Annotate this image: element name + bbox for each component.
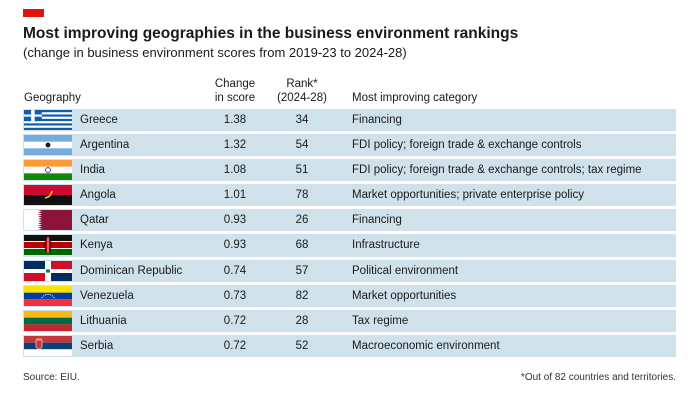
geography-cell: Angola xyxy=(80,189,116,202)
serbia-flag-icon xyxy=(24,335,72,356)
category-cell: FDI policy; foreign trade & exchange con… xyxy=(352,139,582,152)
table-row: Dominican Republic 0.74 57 Political enviro… xyxy=(23,259,676,282)
table-row: Angola 1.01 78 Market opportunities; privat… xyxy=(23,184,676,207)
geography-cell: Qatar xyxy=(80,214,109,227)
lithuania-flag-icon xyxy=(24,310,72,331)
table-row: India 1.08 51 FDI policy; foreign trade & e… xyxy=(23,159,676,182)
geography-cell: Dominican Republic xyxy=(80,264,183,277)
header-change-line1: Change xyxy=(214,78,256,90)
rank-cell: 78 xyxy=(295,189,309,202)
table-row: Kenya 0.93 68 Infrastructure xyxy=(23,234,676,257)
category-cell: FDI policy; foreign trade & exchange con… xyxy=(352,164,642,177)
change-cell: 1.32 xyxy=(223,139,247,152)
table-row: Venezuela 0.73 82 Market opportunities xyxy=(23,284,676,307)
table-row: Argentina 1.32 54 FDI policy; foreign trade… xyxy=(23,134,676,157)
header-category: Most improving category xyxy=(352,92,478,104)
india-flag-icon xyxy=(24,160,72,181)
argentina-flag-icon xyxy=(24,135,72,156)
rank-cell: 54 xyxy=(295,139,309,152)
header-change: Change in score xyxy=(200,77,270,105)
category-cell: Political environment xyxy=(352,264,459,277)
rank-cell: 28 xyxy=(295,314,309,327)
change-cell: 0.72 xyxy=(223,339,247,352)
geography-cell: Kenya xyxy=(80,239,113,252)
header-rank-line2: (2024-28) xyxy=(277,92,327,104)
chart-title: Most improving geographies in the busine… xyxy=(23,25,519,42)
table-row: Greece 1.38 34 Financing xyxy=(23,109,676,132)
accent-bar xyxy=(23,9,44,17)
dominican-republic-flag-icon xyxy=(24,260,72,281)
header-geography: Geography xyxy=(24,92,81,104)
table-row: Lithuania 0.72 28 Tax regime xyxy=(23,309,676,332)
rankings-table: Greece 1.38 34 Financing Argentina 1.32 54 FDI … xyxy=(23,109,676,357)
geography-cell: India xyxy=(80,164,105,177)
category-cell: Market opportunities; private enterprise… xyxy=(352,189,585,202)
geography-cell: Argentina xyxy=(80,139,130,152)
table-row: Serbia 0.72 52 Macroeconomic environment xyxy=(23,334,676,357)
rank-cell: 52 xyxy=(295,339,309,352)
header-change-line2: in score xyxy=(214,92,256,104)
header-rank-line1: Rank* xyxy=(286,78,318,90)
change-cell: 0.93 xyxy=(223,239,247,252)
change-cell: 0.74 xyxy=(223,264,247,277)
table-row: Qatar 0.93 26 Financing xyxy=(23,209,676,232)
rank-cell: 68 xyxy=(295,239,309,252)
venezuela-flag-icon xyxy=(24,285,72,306)
chart-subtitle: (change in business environment scores f… xyxy=(23,45,407,60)
category-cell: Tax regime xyxy=(352,314,409,327)
category-cell: Infrastructure xyxy=(352,239,420,252)
geography-cell: Venezuela xyxy=(80,289,134,302)
change-cell: 0.93 xyxy=(223,214,247,227)
qatar-flag-icon xyxy=(24,210,72,231)
category-cell: Financing xyxy=(352,214,402,227)
angola-flag-icon xyxy=(24,185,72,206)
rank-cell: 51 xyxy=(295,164,309,177)
change-cell: 1.38 xyxy=(223,114,247,126)
geography-cell: Serbia xyxy=(80,339,114,352)
rank-cell: 26 xyxy=(295,214,309,227)
change-cell: 1.01 xyxy=(223,189,247,202)
source-note: Source: EIU. xyxy=(23,372,80,383)
greece-flag-icon xyxy=(24,110,72,130)
header-rank: Rank* (2024-28) xyxy=(267,77,337,105)
change-cell: 1.08 xyxy=(223,164,247,177)
kenya-flag-icon xyxy=(24,235,72,256)
geography-cell: Lithuania xyxy=(80,314,127,327)
rank-cell: 34 xyxy=(295,114,309,126)
geography-cell: Greece xyxy=(80,114,118,126)
rank-cell: 82 xyxy=(295,289,309,302)
change-cell: 0.72 xyxy=(223,314,247,327)
rank-cell: 57 xyxy=(295,264,309,277)
footnote: *Out of 82 countries and territories. xyxy=(520,372,676,383)
category-cell: Macroeconomic environment xyxy=(352,339,500,352)
category-cell: Market opportunities xyxy=(352,289,457,302)
change-cell: 0.73 xyxy=(223,289,247,302)
category-cell: Financing xyxy=(352,114,402,126)
